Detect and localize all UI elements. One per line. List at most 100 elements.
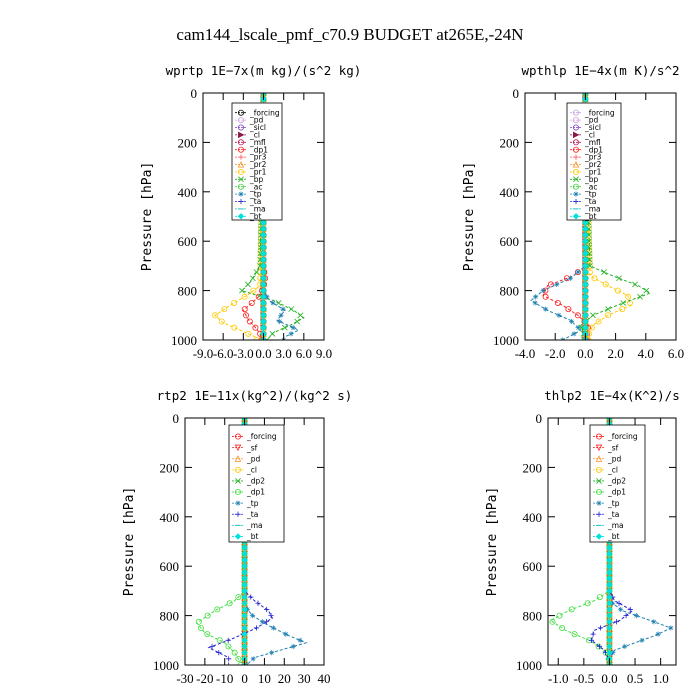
data-point	[277, 318, 283, 325]
data-point	[582, 312, 589, 319]
y-axis-label: Pressure [hPa]	[140, 162, 155, 272]
data-point	[547, 281, 554, 288]
legend-label: _forcing	[584, 108, 615, 117]
data-point	[241, 600, 248, 607]
data-point	[606, 563, 613, 570]
data-point	[582, 318, 589, 325]
data-point	[532, 294, 539, 300]
legend-label: _sicl	[249, 123, 266, 132]
data-point	[582, 231, 589, 239]
legend-label: _bt	[246, 532, 259, 541]
y-tick-label: 0	[536, 411, 543, 426]
data-point	[573, 131, 580, 139]
data-point	[234, 444, 242, 452]
y-tick-label: 600	[500, 234, 520, 249]
data-point	[622, 643, 628, 650]
data-point	[290, 643, 296, 650]
data-point	[241, 550, 248, 558]
panel-title: rtp2 1E−11x(kg^2)/(kg^2 s)	[157, 388, 353, 403]
data-point	[596, 500, 602, 506]
data-point	[294, 318, 300, 325]
y-tick-label: 400	[160, 510, 180, 525]
data-point	[606, 637, 613, 644]
data-point	[618, 606, 624, 613]
legend-label: _mfl	[249, 138, 266, 147]
y-tick-label: 200	[160, 460, 180, 475]
data-point	[582, 268, 589, 276]
data-point	[195, 618, 202, 625]
data-point	[582, 219, 589, 226]
data-point	[241, 630, 248, 638]
data-point	[260, 244, 267, 251]
data-point	[241, 569, 248, 576]
data-point	[241, 306, 248, 313]
panel-title: thlp2 1E−4x(K^2)/s	[544, 388, 679, 403]
data-point	[237, 161, 245, 168]
y-tick-label: 1000	[171, 333, 197, 348]
data-point	[234, 433, 241, 440]
data-point	[616, 600, 622, 606]
data-point	[260, 312, 267, 319]
y-tick-label: 200	[523, 460, 543, 475]
data-point	[278, 312, 284, 318]
data-point	[582, 225, 589, 233]
legend-label: _pd	[249, 116, 264, 125]
data-point	[582, 324, 589, 331]
x-tick-label: 20	[278, 671, 291, 686]
data-point	[204, 631, 211, 638]
data-point	[605, 312, 612, 319]
data-point	[582, 262, 589, 270]
data-point	[260, 219, 267, 226]
data-point	[197, 624, 204, 631]
data-point	[639, 637, 645, 643]
data-point	[241, 593, 248, 601]
x-tick-label: -2.0	[545, 346, 566, 361]
legend-label: _ma	[607, 521, 624, 530]
data-point	[235, 594, 242, 601]
data-point	[241, 637, 248, 644]
legend-label: _ta	[584, 197, 596, 206]
data-point	[241, 544, 248, 551]
data-point	[575, 325, 581, 331]
chart-panel-2: wpthlp 1E−4x(m K)/s^2 Pressure [hPa] -4.0-…	[462, 63, 684, 361]
data-point	[297, 637, 303, 643]
plot-frame	[547, 417, 677, 666]
data-point	[606, 550, 613, 558]
data-point	[588, 324, 595, 331]
data-point	[633, 613, 639, 619]
data-point	[556, 312, 562, 318]
figure-title: cam144_lscale_pmf_c70.9 BUDGET at265E,-2…	[176, 25, 523, 44]
data-point	[591, 275, 598, 282]
legend-label: _dp1	[249, 145, 268, 154]
legend: _forcing _sf _pd _cl _dp2 _dp1 _tp _ta _ma _bt	[228, 424, 285, 543]
legend-label: _sf	[607, 443, 619, 452]
data-point	[597, 625, 604, 631]
data-point	[606, 624, 613, 632]
data-point	[237, 183, 244, 190]
y-tick-label: 1000	[493, 333, 519, 348]
data-point	[241, 624, 248, 632]
data-point	[582, 287, 589, 294]
data-point	[241, 581, 248, 588]
data-point	[234, 489, 241, 496]
data-point	[567, 275, 573, 281]
data-point	[226, 656, 232, 662]
y-tick-label: 400	[500, 185, 520, 200]
data-point	[235, 500, 241, 506]
data-point	[573, 117, 580, 124]
x-tick-label: 0.5	[627, 671, 643, 686]
data-point	[586, 250, 593, 257]
legend-label: _pr1	[584, 168, 602, 177]
data-point	[595, 533, 603, 540]
y-tick-label: 800	[160, 609, 180, 624]
data-point	[264, 294, 270, 300]
data-point	[253, 625, 260, 631]
data-point	[643, 287, 650, 294]
data-point	[260, 256, 267, 263]
data-point	[549, 618, 556, 625]
x-tick-label: 0.0	[601, 671, 617, 686]
data-point	[590, 631, 596, 637]
legend-label: _pr1	[249, 168, 267, 177]
y-tick-label: 600	[160, 559, 180, 574]
